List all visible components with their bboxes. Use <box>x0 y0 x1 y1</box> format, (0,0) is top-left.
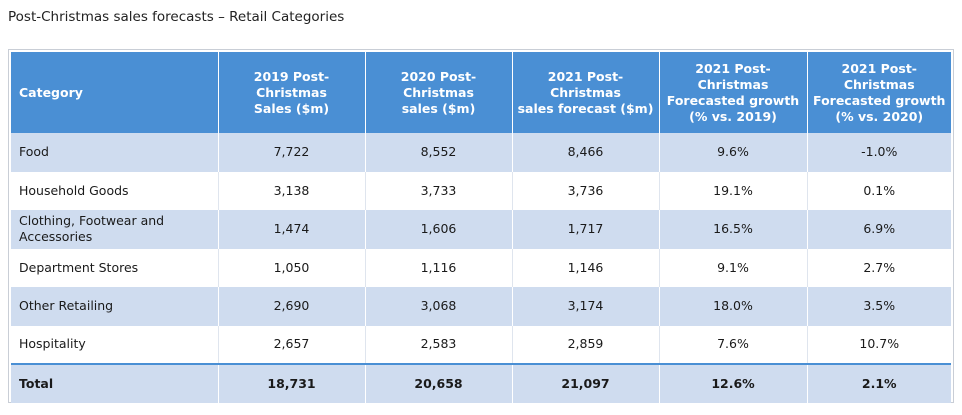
header-line: sales ($m) <box>401 100 476 116</box>
header-line: Category <box>19 84 83 100</box>
header-2019-sales: 2019 Post-Christmas Sales ($m) <box>218 52 366 133</box>
forecast-2021-cell: 3,174 <box>512 287 660 326</box>
sales-forecast-table: Category 2019 Post-Christmas Sales ($m) … <box>11 52 951 403</box>
category-cell: Department Stores <box>11 248 219 287</box>
forecast-2021-cell: 8,466 <box>512 133 660 172</box>
page-title: Post-Christmas sales forecasts – Retail … <box>8 9 345 25</box>
header-2021-forecast: 2021 Post-Christmas sales forecast ($m) <box>512 52 660 133</box>
growth-vs-2020-cell: -1.0% <box>807 133 951 172</box>
category-line: Clothing, Footwear and <box>19 213 165 229</box>
header-line: 2021 Post-Christmas <box>695 60 771 92</box>
total-2019-cell: 18,731 <box>218 363 366 403</box>
header-line: (% vs. 2019) <box>689 108 777 124</box>
header-line: 2021 Post-Christmas <box>841 60 918 92</box>
sales-2019-cell: 2,657 <box>218 325 366 364</box>
growth-vs-2019-cell: 9.6% <box>659 133 808 172</box>
sales-2019-cell: 1,050 <box>218 248 366 287</box>
forecast-2021-cell: 3,736 <box>512 171 660 210</box>
header-line: Sales ($m) <box>253 100 330 116</box>
growth-vs-2020-cell: 10.7% <box>807 325 951 364</box>
header-2020-sales: 2020 Post-Christmas sales ($m) <box>365 52 513 133</box>
table-row-other-retailing: Other Retailing 2,690 3,068 3,174 18.0% … <box>11 287 951 326</box>
category-cell: Clothing, Footwear and Accessories <box>11 210 219 249</box>
table-row-hospitality: Hospitality 2,657 2,583 2,859 7.6% 10.7% <box>11 325 951 364</box>
category-cell: Household Goods <box>11 171 219 210</box>
sales-2019-cell: 3,138 <box>218 171 366 210</box>
table-row-clothing: Clothing, Footwear and Accessories 1,474… <box>11 210 951 249</box>
forecast-2021-cell: 2,859 <box>512 325 660 364</box>
table-row-household-goods: Household Goods 3,138 3,733 3,736 19.1% … <box>11 171 951 210</box>
growth-vs-2020-cell: 6.9% <box>807 210 951 249</box>
sales-2020-cell: 3,733 <box>365 171 513 210</box>
growth-vs-2019-cell: 16.5% <box>659 210 808 249</box>
growth-vs-2019-cell: 7.6% <box>659 325 808 364</box>
growth-vs-2020-cell: 0.1% <box>807 171 951 210</box>
category-cell: Hospitality <box>11 325 219 364</box>
table-row-department-stores: Department Stores 1,050 1,116 1,146 9.1%… <box>11 248 951 287</box>
total-growth-vs-2020-cell: 2.1% <box>807 363 951 403</box>
sales-2020-cell: 3,068 <box>365 287 513 326</box>
header-growth-vs-2020: 2021 Post-Christmas Forecasted growth (%… <box>807 52 951 133</box>
sales-2020-cell: 8,552 <box>365 133 513 172</box>
sales-2019-cell: 7,722 <box>218 133 366 172</box>
table-row-total: Total 18,731 20,658 21,097 12.6% 2.1% <box>11 363 951 403</box>
total-2021-cell: 21,097 <box>512 363 660 403</box>
growth-vs-2020-cell: 2.7% <box>807 248 951 287</box>
category-cell: Other Retailing <box>11 287 219 326</box>
total-growth-vs-2019-cell: 12.6% <box>659 363 808 403</box>
total-label-cell: Total <box>11 363 219 403</box>
table-frame <box>8 49 954 403</box>
table-body: Food 7,722 8,552 8,466 9.6% -1.0% Househ… <box>11 133 951 403</box>
growth-vs-2019-cell: 19.1% <box>659 171 808 210</box>
growth-vs-2019-cell: 9.1% <box>659 248 808 287</box>
header-line: Forecasted growth <box>666 92 800 108</box>
header-line: 2020 Post-Christmas <box>400 68 477 100</box>
sales-2020-cell: 1,116 <box>365 248 513 287</box>
total-2020-cell: 20,658 <box>365 363 513 403</box>
header-row: Category 2019 Post-Christmas Sales ($m) … <box>11 52 951 133</box>
table-header: Category 2019 Post-Christmas Sales ($m) … <box>11 52 951 133</box>
header-line: sales forecast ($m) <box>517 100 654 116</box>
growth-vs-2019-cell: 18.0% <box>659 287 808 326</box>
sales-2019-cell: 1,474 <box>218 210 366 249</box>
table-row-food: Food 7,722 8,552 8,466 9.6% -1.0% <box>11 133 951 172</box>
sales-2020-cell: 1,606 <box>365 210 513 249</box>
category-cell: Food <box>11 133 219 172</box>
header-line: Forecasted growth <box>813 92 946 108</box>
header-line: 2021 Post-Christmas <box>547 68 624 100</box>
header-line: 2019 Post-Christmas <box>253 68 330 100</box>
sales-2019-cell: 2,690 <box>218 287 366 326</box>
category-line: Accessories <box>19 229 93 245</box>
header-growth-vs-2019: 2021 Post-Christmas Forecasted growth (%… <box>659 52 808 133</box>
sales-2020-cell: 2,583 <box>365 325 513 364</box>
header-category: Category <box>11 52 219 133</box>
header-line: (% vs. 2020) <box>835 108 924 124</box>
forecast-2021-cell: 1,717 <box>512 210 660 249</box>
growth-vs-2020-cell: 3.5% <box>807 287 951 326</box>
forecast-2021-cell: 1,146 <box>512 248 660 287</box>
